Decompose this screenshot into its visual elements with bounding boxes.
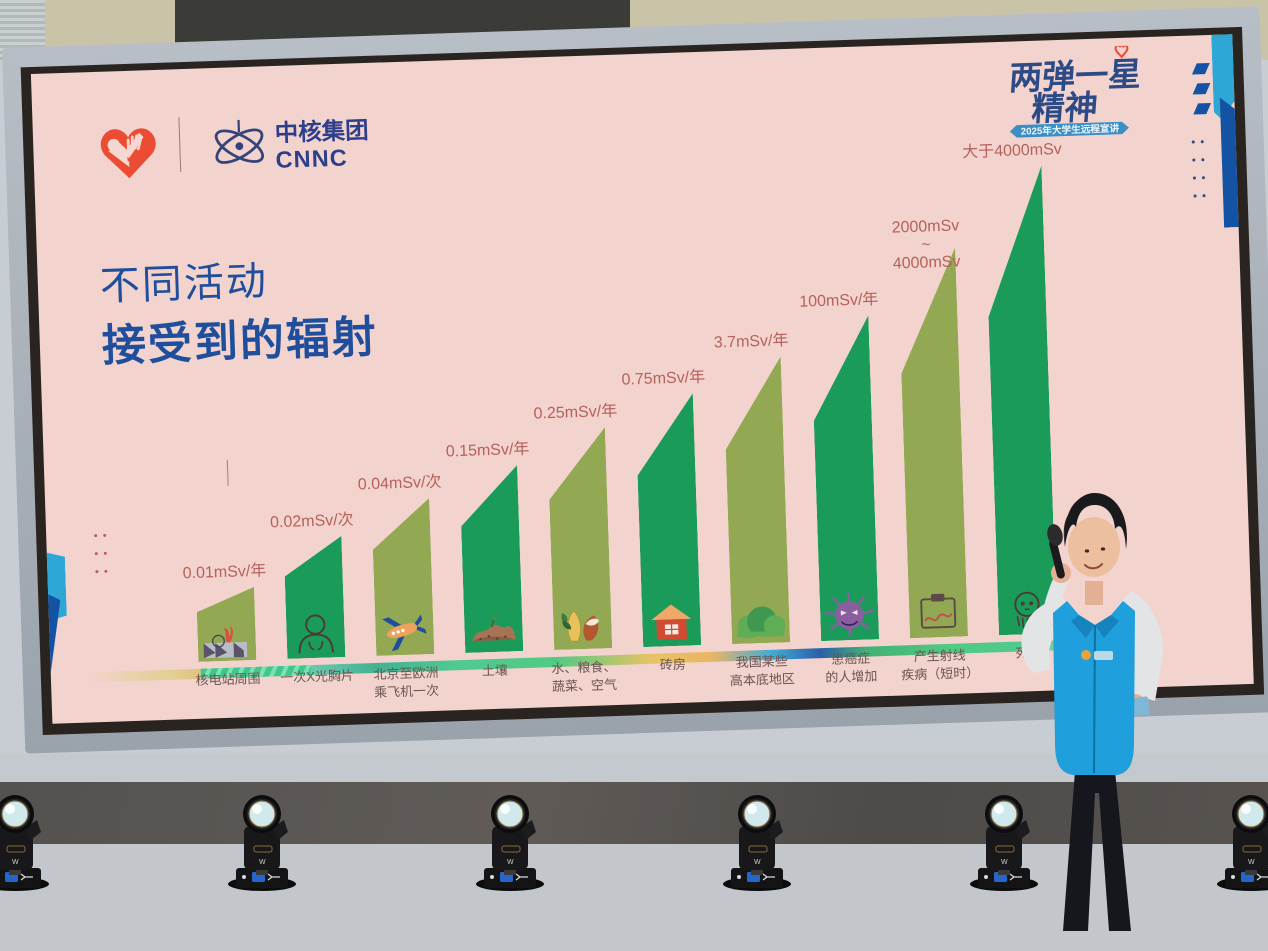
- svg-text:W: W: [754, 859, 761, 866]
- svg-text:W: W: [507, 859, 514, 866]
- svg-text:W: W: [12, 859, 19, 866]
- svg-text:W: W: [1248, 859, 1255, 866]
- svg-text:W: W: [259, 859, 266, 866]
- svg-text:精神: 精神: [1030, 89, 1099, 128]
